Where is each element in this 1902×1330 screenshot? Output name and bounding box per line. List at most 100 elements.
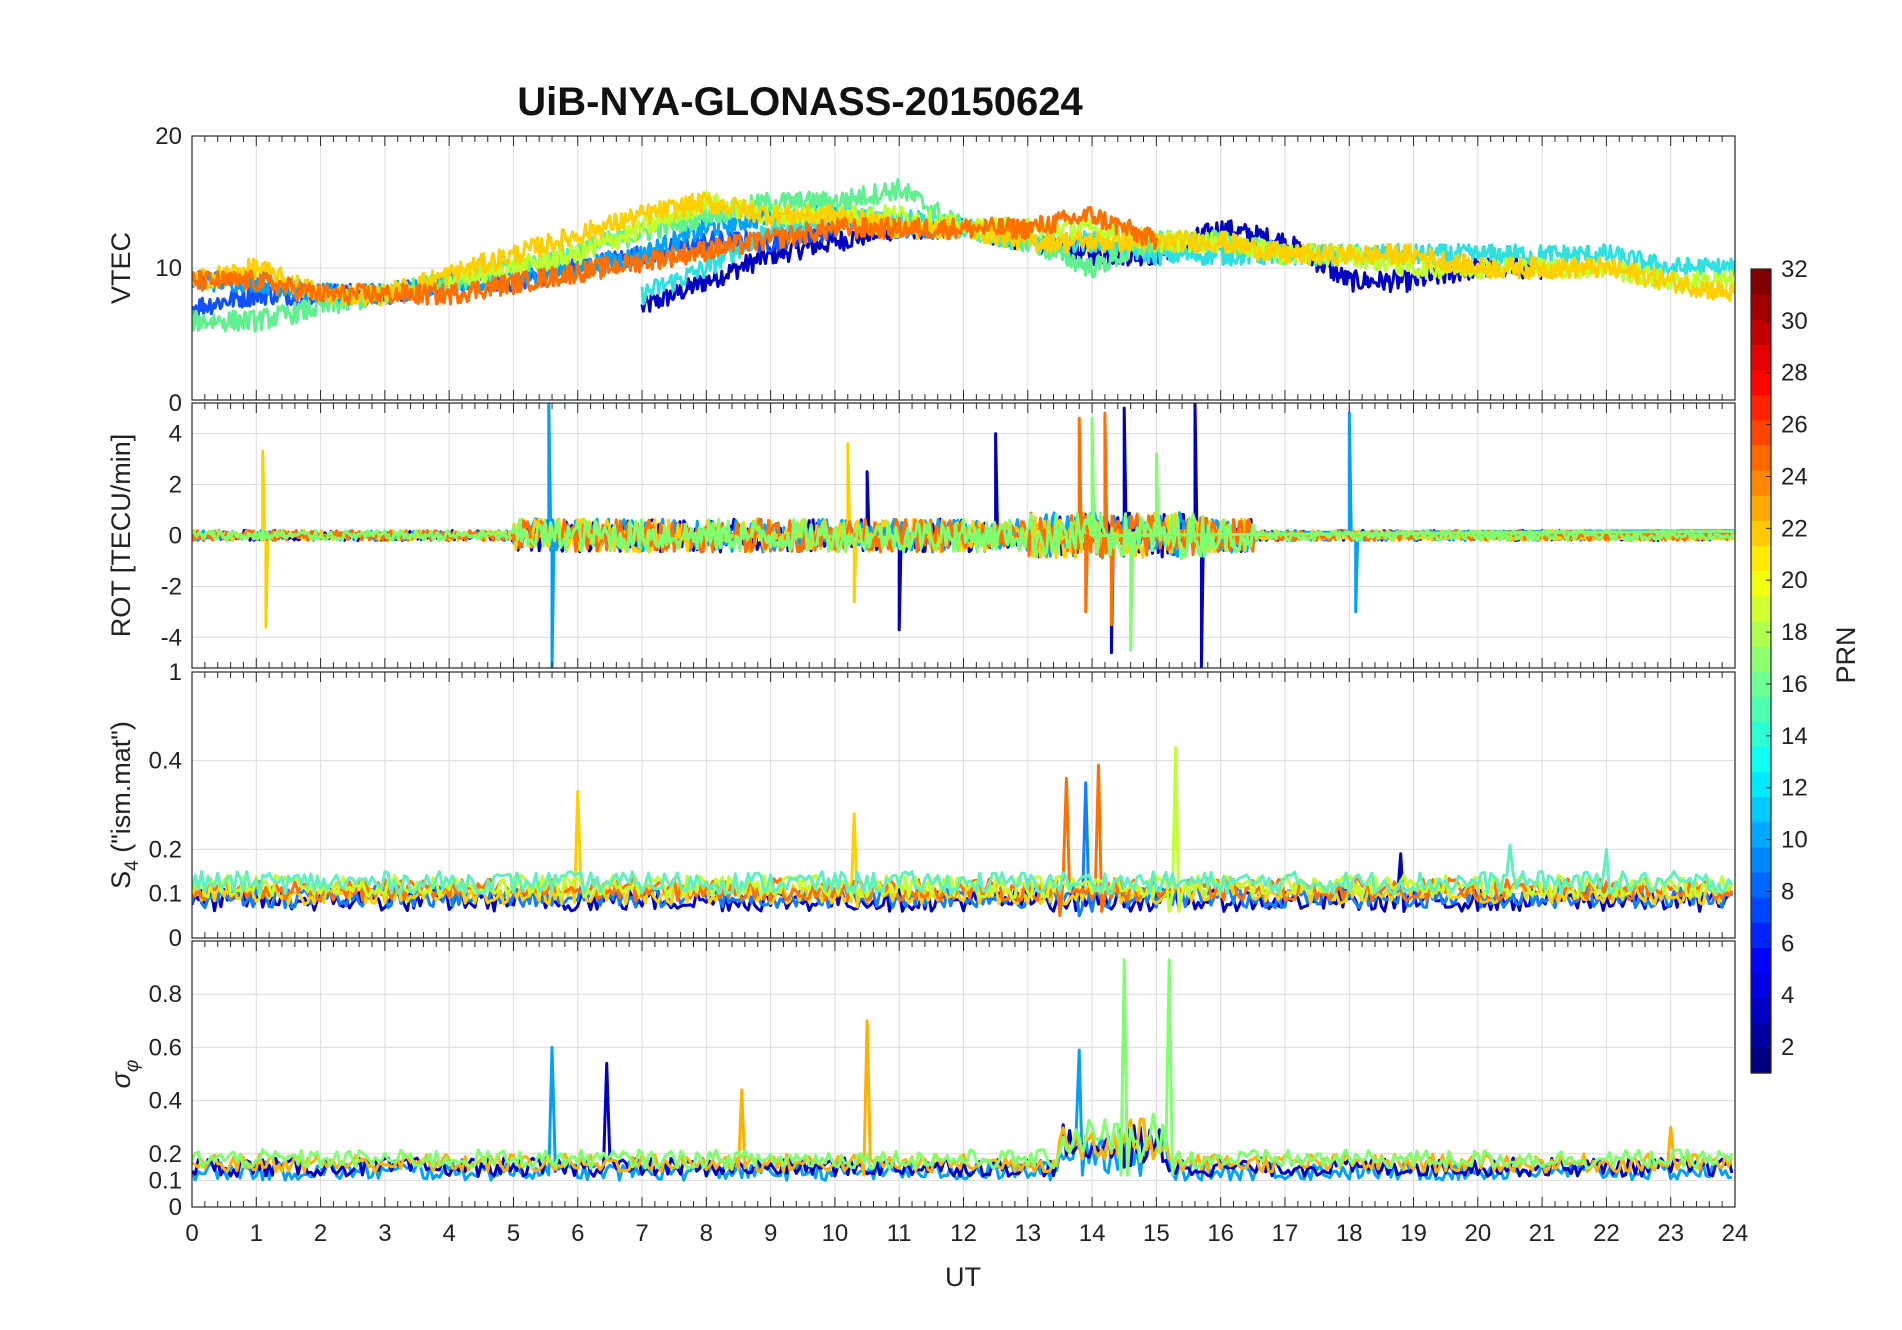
series-group [192,745,1734,918]
y-tick-label: 0 [169,925,182,952]
colorbar-tick-label: 4 [1781,982,1794,1009]
x-tick-label: 8 [700,1220,713,1247]
y-tick-label: 0.4 [149,748,182,775]
x-tick-label: 1 [250,1220,263,1247]
y-tick-label: 0 [169,523,182,550]
series-line [192,206,1158,306]
colorbar-swatch [1751,922,1771,948]
colorbar-swatch [1751,972,1771,999]
series-line [192,1019,1734,1177]
colorbar-swatch [1751,495,1771,521]
x-tick-label: 15 [1143,1220,1170,1247]
series-group [192,403,1735,668]
colorbar-swatch [1751,821,1771,848]
y-tick-label: 4 [169,421,182,448]
series-line [192,1061,1734,1178]
colorbar-swatch [1751,369,1771,396]
y-tick-label: 0.4 [149,1088,182,1115]
y-axis-label: ROT [TECU/min] [106,434,136,638]
x-tick-label: 7 [635,1220,648,1247]
colorbar-tick-label: 24 [1781,463,1808,490]
y-tick-label: 0.2 [149,836,182,863]
colorbar-tick-label: 32 [1781,256,1808,283]
y-tick-label: 0.6 [149,1034,182,1061]
colorbar-tick-label: 2 [1781,1034,1794,1061]
colorbar-swatch [1751,444,1771,471]
colorbar-swatch [1751,620,1771,647]
x-tick-label: 9 [764,1220,777,1247]
colorbar-swatch [1751,269,1771,295]
x-tick-label: 4 [442,1220,455,1247]
colorbar-tick-label: 28 [1781,360,1808,387]
colorbar-label: PRN [1831,626,1861,683]
colorbar-swatch [1751,696,1771,722]
colorbar-swatch [1751,1022,1771,1049]
colorbar-frame [1750,268,1772,1074]
colorbar-swatch [1751,771,1771,798]
x-tick-label: 19 [1400,1220,1427,1247]
colorbar-swatch [1751,671,1771,697]
y-tick-label: 0.1 [149,881,182,908]
colorbar-swatch [1751,746,1771,773]
x-tick-label: 3 [378,1220,391,1247]
y-axis-label: σφ [106,1060,143,1089]
y-tick-label-top: 1 [169,659,182,686]
colorbar-tick-label: 18 [1781,619,1808,646]
colorbar-swatch [1751,872,1771,898]
y-tick-label: -2 [161,573,182,600]
x-tick-label: 12 [950,1220,977,1247]
colorbar-swatch [1751,570,1771,597]
colorbar-swatch [1751,595,1771,622]
colorbar-swatch [1751,997,1771,1024]
figure-title: UiB-NYA-GLONASS-20150624 [517,80,1083,124]
colorbar-swatch [1751,947,1771,974]
y-tick-label-top: 0 [169,390,182,417]
colorbar-swatch [1751,470,1771,496]
y-tick-label: -4 [161,624,182,651]
colorbar-swatch [1751,394,1771,421]
colorbar-tick-label: 10 [1781,827,1808,854]
colorbar-tick-label: 16 [1781,671,1808,698]
colorbar-tick-label: 8 [1781,878,1794,905]
series-line [192,416,1735,652]
x-tick-label: 22 [1593,1220,1620,1247]
colorbar-tick-label: 6 [1781,930,1794,957]
y-tick-label: 20 [155,123,182,150]
x-tick-label: 16 [1207,1220,1234,1247]
y-tick-label: 0 [169,1194,182,1221]
colorbar-tick-label: 14 [1781,723,1808,750]
y-tick-label: 2 [169,472,182,499]
panel-vtec: 10 20 VTEC [106,123,1736,401]
colorbar-tick-label: 20 [1781,567,1808,594]
colorbar-tick-label: 26 [1781,412,1808,439]
series-line [192,745,1733,913]
colorbar-swatch [1751,645,1771,672]
x-tick-label: 2 [314,1220,327,1247]
panel-s4: 0 0.1 0.2 0.4 1 S4 ("ism.mat") [106,659,1736,952]
y-axis-label: S4 ("ism.mat") [106,721,143,889]
y-tick-label: 0.1 [149,1167,182,1194]
x-tick-label: 13 [1014,1220,1041,1247]
panel-rot: -4 -2 0 2 4 0 ROT [TECU/min] [106,390,1736,669]
colorbar-tick-label: 22 [1781,515,1808,542]
series-group [192,177,1735,333]
x-tick-label: 6 [571,1220,584,1247]
x-tick-label: 24 [1722,1220,1749,1247]
colorbar-swatch [1751,344,1771,371]
x-tick-label: 20 [1464,1220,1491,1247]
x-tick-label: 18 [1336,1220,1363,1247]
colorbar-swatch [1751,897,1771,923]
x-tick-label: 21 [1529,1220,1556,1247]
y-tick-label: 0.2 [149,1141,182,1168]
series-line [192,958,1734,1177]
x-tick-label: 11 [887,1220,912,1247]
colorbar-swatch [1751,419,1771,446]
colorbar-swatch [1751,796,1771,823]
colorbar-swatch [1751,545,1771,572]
colorbar-swatch [1751,721,1771,747]
colorbar-tick-label: 30 [1781,308,1808,335]
